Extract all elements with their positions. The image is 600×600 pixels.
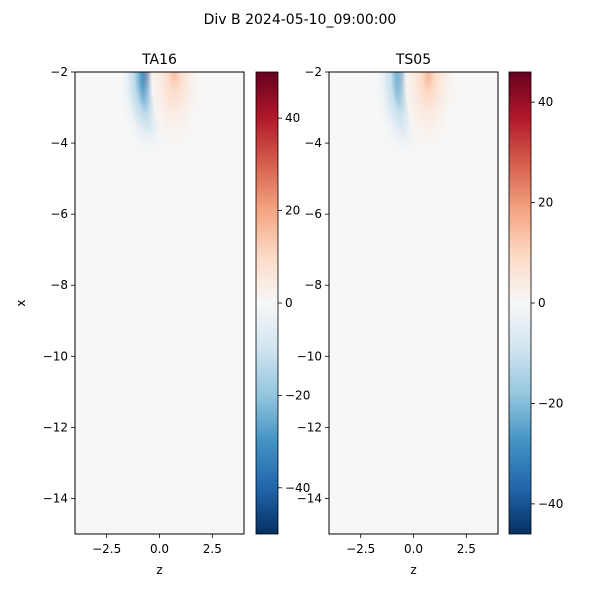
- y-tick-label: −10: [297, 349, 322, 363]
- colorbar-tick-label: 40: [538, 95, 553, 109]
- colorbar-tick-label: 0: [538, 296, 546, 310]
- colorbar-tick-label: −40: [538, 497, 563, 511]
- x-axis-label: z: [156, 563, 162, 577]
- figure-title: Div B 2024-05-10_09:00:00: [204, 12, 397, 28]
- x-tick-label: 2.5: [203, 542, 222, 556]
- y-tick-label: −4: [50, 136, 68, 150]
- y-tick-label: −14: [43, 491, 68, 505]
- y-tick-label: −14: [297, 491, 322, 505]
- x-tick-label: −2.5: [346, 542, 375, 556]
- y-tick-label: −8: [304, 278, 322, 292]
- colorbar-tick-label: −20: [538, 396, 563, 410]
- x-tick-label: −2.5: [92, 542, 121, 556]
- y-tick-label: −12: [43, 420, 68, 434]
- colorbar: [508, 71, 532, 535]
- y-tick-label: −6: [50, 207, 68, 221]
- heatmap-field: [373, 72, 461, 166]
- panel-title: TS05: [395, 52, 431, 68]
- heatmap-positive-lobe: [396, 72, 461, 166]
- heatmap-field: [116, 72, 207, 164]
- y-tick-label: −2: [304, 65, 322, 79]
- y-axis-label: x: [14, 299, 28, 306]
- x-tick-label: 0.0: [404, 542, 423, 556]
- panel-ta16: −2.5 0.0 2.5 −2 −4 −6 −8 −10 −12 −14 TA16 z x −40 −20 0…: [14, 52, 310, 577]
- y-tick-label: −10: [43, 349, 68, 363]
- colorbar-tick-label: 0: [285, 296, 293, 310]
- y-tick-label: −2: [50, 65, 68, 79]
- colorbar-tick-label: 20: [538, 196, 553, 210]
- colorbar-tick-label: 40: [285, 111, 300, 125]
- panel-title: TA16: [141, 52, 177, 68]
- y-tick-label: −8: [50, 278, 68, 292]
- colorbar-tick-label: −20: [285, 388, 310, 402]
- panel-ts05: −2.5 0.0 2.5 −2 −4 −6 −8 −10 −12 −14 TS05 z −40 −20 0 2…: [297, 52, 564, 577]
- y-tick-label: −12: [297, 420, 322, 434]
- x-axis-label: z: [410, 563, 416, 577]
- heatmap-positive-lobe: [142, 72, 207, 164]
- x-tick-label: 0.0: [150, 542, 169, 556]
- colorbar: [255, 71, 279, 535]
- y-tick-label: −4: [304, 136, 322, 150]
- colorbar-tick-label: −40: [285, 481, 310, 495]
- x-tick-label: 2.5: [457, 542, 476, 556]
- y-tick-label: −6: [304, 207, 322, 221]
- colorbar-tick-label: 20: [285, 204, 300, 218]
